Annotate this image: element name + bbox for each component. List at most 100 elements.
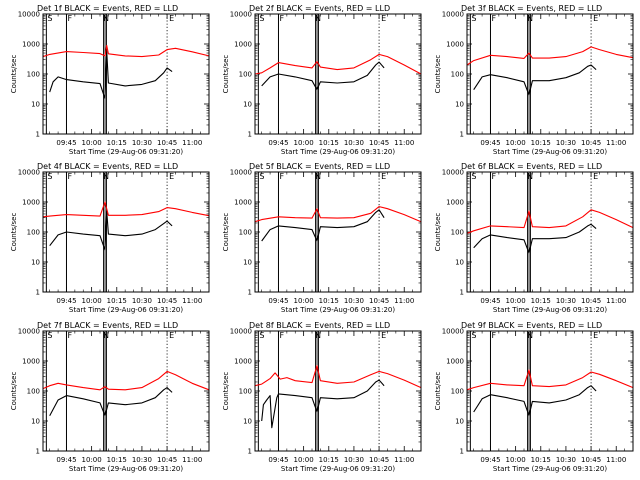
x-tick-label: 10:45	[157, 297, 177, 305]
marker-label-f: F	[67, 172, 72, 181]
plot-frame	[254, 171, 422, 293]
marker-label-e: E	[169, 331, 174, 340]
x-tick-label: 10:45	[581, 139, 601, 147]
marker-label-s: S	[47, 172, 52, 181]
x-tick-label: 10:30	[132, 139, 152, 147]
panel-title: Det 1f BLACK = Events, RED = LLD	[37, 4, 178, 13]
marker-label-e: E	[381, 331, 386, 340]
panel-title: Det 3f BLACK = Events, RED = LLD	[461, 4, 602, 13]
marker-label-n: N	[315, 14, 321, 23]
y-tick-label: 1	[248, 448, 252, 456]
panel-title: Det 5f BLACK = Events, RED = LLD	[249, 162, 390, 171]
x-tick-label: 10:30	[556, 297, 576, 305]
marker-label-f: F	[279, 331, 284, 340]
y-tick-label: 10000	[230, 11, 252, 19]
y-tick-label: 100	[451, 71, 464, 79]
x-axis-label: Start Time (29-Aug-06 09:31:20)	[69, 306, 183, 314]
y-tick-label: 100	[239, 229, 252, 237]
x-tick-label: 11:00	[394, 456, 414, 464]
y-tick-label: 1	[460, 289, 464, 297]
series-lld	[466, 46, 634, 66]
x-tick-label: 11:00	[182, 456, 202, 464]
x-axis-label: Start Time (29-Aug-06 09:31:20)	[281, 306, 395, 314]
y-tick-label: 10000	[18, 11, 40, 19]
y-axis-label: Counts/sec	[434, 213, 442, 252]
x-tick-label: 10:15	[319, 456, 339, 464]
marker-label-f: F	[491, 331, 496, 340]
x-tick-label: 10:30	[344, 456, 364, 464]
y-tick-label: 10	[31, 101, 40, 109]
y-tick-label: 100	[27, 388, 40, 396]
series-lld	[254, 365, 422, 389]
x-axis-label: Start Time (29-Aug-06 09:31:20)	[493, 465, 607, 473]
panel-det-6f: Det 6f BLACK = Events, RED = LLD 1 10 100 10…	[434, 162, 634, 314]
y-tick-label: 100	[451, 388, 464, 396]
marker-label-f: F	[491, 172, 496, 181]
y-tick-label: 1000	[22, 41, 40, 49]
marker-label-n: N	[527, 331, 533, 340]
y-tick-label: 1	[248, 289, 252, 297]
x-tick-label: 10:15	[107, 139, 127, 147]
plot-frame	[42, 13, 210, 135]
y-tick-label: 1000	[446, 199, 464, 207]
x-tick-label: 10:00	[82, 139, 102, 147]
series-events	[261, 209, 385, 242]
panel-title: Det 6f BLACK = Events, RED = LLD	[461, 162, 602, 171]
marker-label-n: N	[103, 172, 109, 181]
series-lld	[254, 53, 422, 75]
series-lld	[254, 206, 422, 223]
x-tick-label: 10:45	[157, 456, 177, 464]
marker-label-s: S	[471, 14, 476, 23]
panel-title: Det 4f BLACK = Events, RED = LLD	[37, 162, 178, 171]
marker-label-n: N	[315, 172, 321, 181]
series-events	[49, 210, 173, 251]
y-tick-label: 10000	[442, 11, 464, 19]
x-tick-label: 10:15	[319, 297, 339, 305]
y-tick-label: 10000	[442, 328, 464, 336]
plot-frame	[466, 171, 634, 293]
panel-det-9f: Det 9f BLACK = Events, RED = LLD 1 10 100 10…	[434, 321, 634, 473]
x-tick-label: 10:30	[344, 297, 364, 305]
marker-label-n: N	[315, 331, 321, 340]
x-tick-label: 10:00	[506, 297, 526, 305]
x-tick-label: 10:30	[132, 297, 152, 305]
y-tick-label: 1	[248, 131, 252, 139]
x-tick-label: 10:15	[107, 297, 127, 305]
x-tick-label: 10:15	[319, 139, 339, 147]
panel-det-2f: Det 2f BLACK = Events, RED = LLD 1 10 100 10…	[222, 4, 422, 156]
x-tick-label: 09:45	[268, 139, 288, 147]
y-tick-label: 100	[239, 388, 252, 396]
x-axis-label: Start Time (29-Aug-06 09:31:20)	[281, 465, 395, 473]
x-tick-label: 09:45	[268, 456, 288, 464]
y-tick-label: 10	[243, 101, 252, 109]
x-tick-label: 11:00	[182, 139, 202, 147]
x-axis-label: Start Time (29-Aug-06 09:31:20)	[493, 306, 607, 314]
panel-det-8f: Det 8f BLACK = Events, RED = LLD 1 10 100 10…	[222, 321, 422, 473]
marker-label-e: E	[169, 14, 174, 23]
y-tick-label: 1	[36, 289, 40, 297]
x-tick-label: 09:45	[56, 456, 76, 464]
y-tick-label: 10	[455, 101, 464, 109]
plot-frame	[466, 330, 634, 452]
x-tick-label: 09:45	[56, 297, 76, 305]
x-tick-label: 10:45	[157, 139, 177, 147]
series-events	[49, 50, 173, 100]
marker-label-s: S	[471, 331, 476, 340]
panel-title: Det 2f BLACK = Events, RED = LLD	[249, 4, 390, 13]
y-tick-label: 1	[36, 448, 40, 456]
marker-label-e: E	[381, 14, 386, 23]
y-tick-label: 1	[460, 131, 464, 139]
x-tick-label: 10:30	[556, 139, 576, 147]
x-tick-label: 10:00	[506, 456, 526, 464]
series-events	[261, 379, 385, 429]
y-axis-label: Counts/sec	[222, 372, 230, 411]
y-tick-label: 1000	[234, 358, 252, 366]
marker-label-f: F	[491, 14, 496, 23]
x-tick-label: 10:30	[344, 139, 364, 147]
x-tick-label: 11:00	[606, 297, 626, 305]
marker-label-n: N	[527, 172, 533, 181]
x-tick-label: 10:45	[581, 297, 601, 305]
x-tick-label: 10:45	[581, 456, 601, 464]
marker-label-e: E	[593, 172, 598, 181]
y-tick-label: 10000	[18, 328, 40, 336]
